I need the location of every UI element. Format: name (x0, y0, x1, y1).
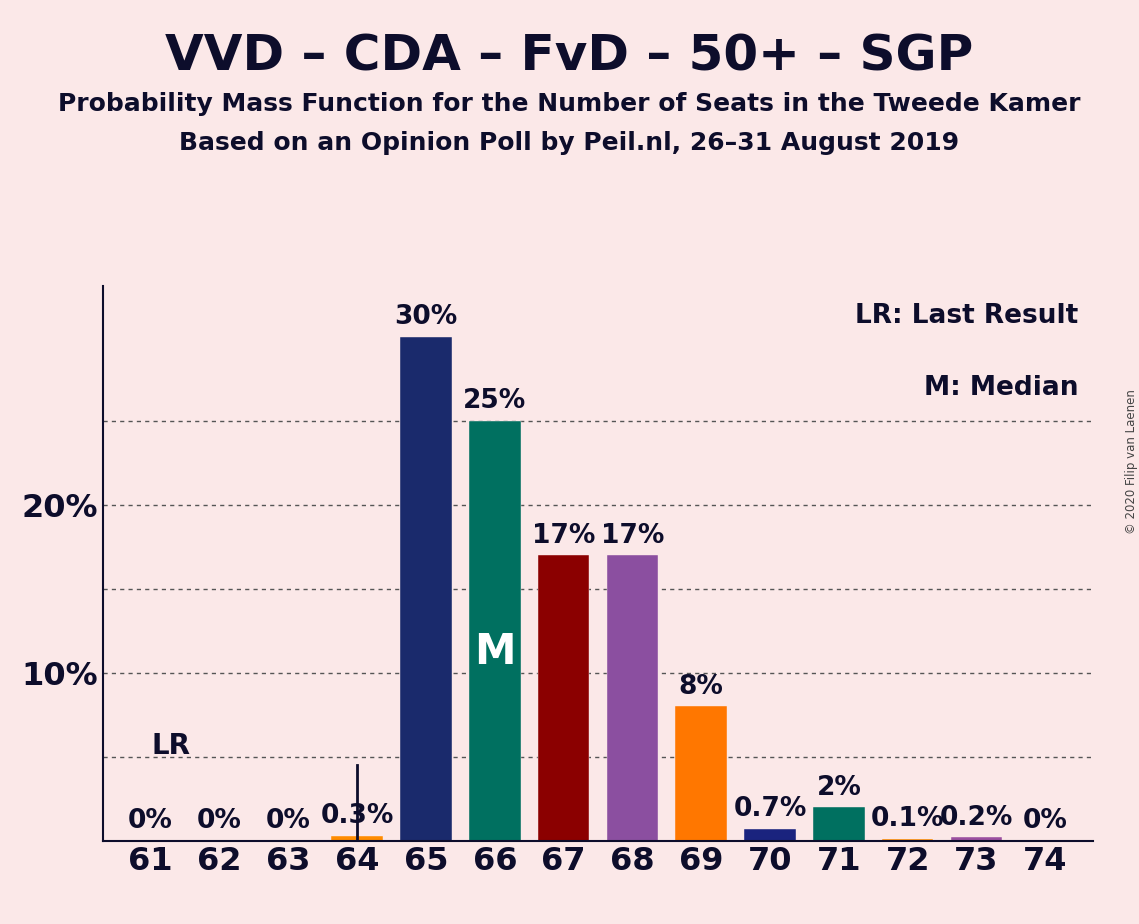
Text: 0%: 0% (197, 808, 241, 834)
Text: VVD – CDA – FvD – 50+ – SGP: VVD – CDA – FvD – 50+ – SGP (165, 32, 974, 80)
Text: LR: Last Result: LR: Last Result (855, 303, 1079, 329)
Bar (744, 829, 796, 841)
Text: Based on an Opinion Poll by Peil.nl, 26–31 August 2019: Based on an Opinion Poll by Peil.nl, 26–… (180, 131, 959, 155)
Text: M: M (474, 631, 516, 673)
Text: 17%: 17% (532, 522, 596, 549)
Text: 2%: 2% (817, 774, 861, 800)
Text: 0.3%: 0.3% (320, 803, 394, 829)
Text: 30%: 30% (394, 304, 458, 330)
Text: 0%: 0% (265, 808, 311, 834)
Text: © 2020 Filip van Laenen: © 2020 Filip van Laenen (1124, 390, 1138, 534)
Bar (607, 555, 658, 841)
Bar (882, 839, 934, 841)
Bar (538, 555, 589, 841)
Text: M: Median: M: Median (924, 375, 1079, 401)
Bar (813, 808, 865, 841)
Text: 17%: 17% (600, 522, 664, 549)
Text: 0%: 0% (1023, 808, 1067, 834)
Text: LR: LR (151, 732, 190, 760)
Bar (951, 837, 1002, 841)
Text: Probability Mass Function for the Number of Seats in the Tweede Kamer: Probability Mass Function for the Number… (58, 92, 1081, 116)
Text: 25%: 25% (464, 388, 526, 414)
Text: 0.1%: 0.1% (871, 807, 944, 833)
Bar (469, 420, 521, 841)
Bar (400, 337, 452, 841)
Bar (675, 707, 727, 841)
Text: 0%: 0% (129, 808, 173, 834)
Bar (331, 836, 383, 841)
Text: 0.7%: 0.7% (734, 796, 806, 822)
Text: 8%: 8% (679, 674, 723, 699)
Text: 0.2%: 0.2% (940, 805, 1014, 831)
